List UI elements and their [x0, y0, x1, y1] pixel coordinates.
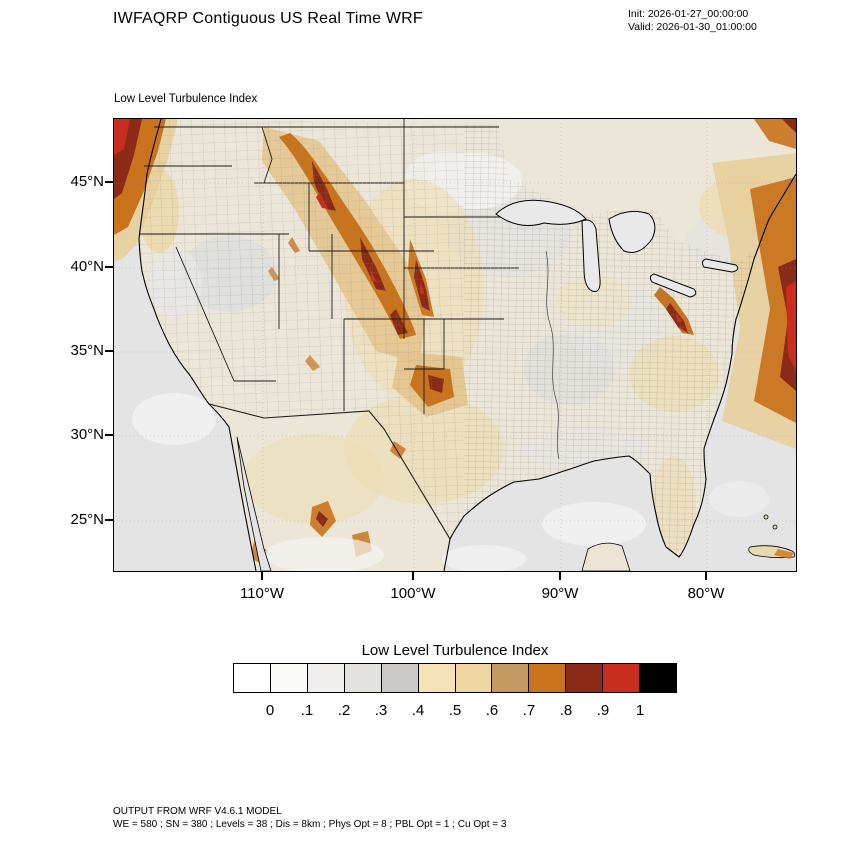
colorbar-cell [565, 663, 604, 693]
colorbar-tick-label: .6 [485, 702, 499, 719]
lat-tick-label: 30°N [70, 426, 104, 443]
lon-tick-label: 80°W [687, 585, 725, 602]
page-title: IWFAQRP Contiguous US Real Time WRF [113, 10, 423, 27]
map-frame [113, 118, 797, 572]
lat-tick-label: 25°N [70, 511, 104, 528]
lon-tick-mark [261, 572, 263, 580]
colorbar-cell [491, 663, 530, 693]
footer-model-line: OUTPUT FROM WRF V4.6.1 MODEL [113, 806, 282, 817]
colorbar-tick-label: .7 [522, 702, 536, 719]
colorbar-cell [417, 663, 456, 693]
colorbar-cell [343, 663, 382, 693]
colorbar-tick-label: .3 [374, 702, 388, 719]
colorbar-cell [454, 663, 493, 693]
lon-tick-mark [705, 572, 707, 580]
lat-tick-label: 35°N [70, 342, 104, 359]
us-map-graphic [114, 119, 796, 571]
run-info: Init: 2026-01-27_00:00:00 Valid: 2026-01… [628, 8, 757, 34]
colorbar-tick-label: .9 [596, 702, 610, 719]
lon-tick-label: 100°W [390, 585, 436, 602]
colorbar-cell [528, 663, 567, 693]
colorbar [233, 663, 678, 693]
lon-tick-label: 110°W [239, 585, 285, 602]
lon-tick-label: 90°W [541, 585, 579, 602]
colorbar-cell [639, 663, 678, 693]
footer-config-line: WE = 580 ; SN = 380 ; Levels = 38 ; Dis … [113, 818, 507, 830]
init-time: Init: 2026-01-27_00:00:00 [628, 8, 749, 20]
colorbar-cell [233, 663, 271, 693]
colorbar-tick-label: .2 [337, 702, 351, 719]
colorbar-labels: 0 .1 .2 .3 .4 .5 .6 .7 .8 .9 1 [233, 702, 693, 722]
lat-tick-mark [105, 434, 113, 436]
lat-tick-mark [105, 266, 113, 268]
footer: OUTPUT FROM WRF V4.6.1 MODEL WE = 580 ; … [113, 806, 506, 831]
colorbar-title: Low Level Turbulence Index [361, 642, 549, 659]
colorbar-tick-label: 1 [635, 702, 645, 719]
lat-tick-label: 40°N [70, 258, 104, 275]
colorbar-cell [602, 663, 641, 693]
colorbar-tick-label: .4 [411, 702, 425, 719]
field-label: Low Level Turbulence Index [114, 93, 258, 105]
lat-tick-mark [105, 519, 113, 521]
valid-time: Valid: 2026-01-30_01:00:00 [628, 21, 757, 33]
colorbar-cell [380, 663, 419, 693]
colorbar-tick-label: .5 [448, 702, 462, 719]
colorbar-tick-label: .8 [559, 702, 573, 719]
lon-tick-mark [559, 572, 561, 580]
colorbar-tick-label: .1 [300, 702, 314, 719]
lat-tick-mark [105, 350, 113, 352]
colorbar-cell [306, 663, 345, 693]
lon-tick-mark [412, 572, 414, 580]
colorbar-tick-label: 0 [265, 702, 275, 719]
lat-tick-mark [105, 181, 113, 183]
colorbar-cell [269, 663, 308, 693]
lat-tick-label: 45°N [70, 173, 104, 190]
